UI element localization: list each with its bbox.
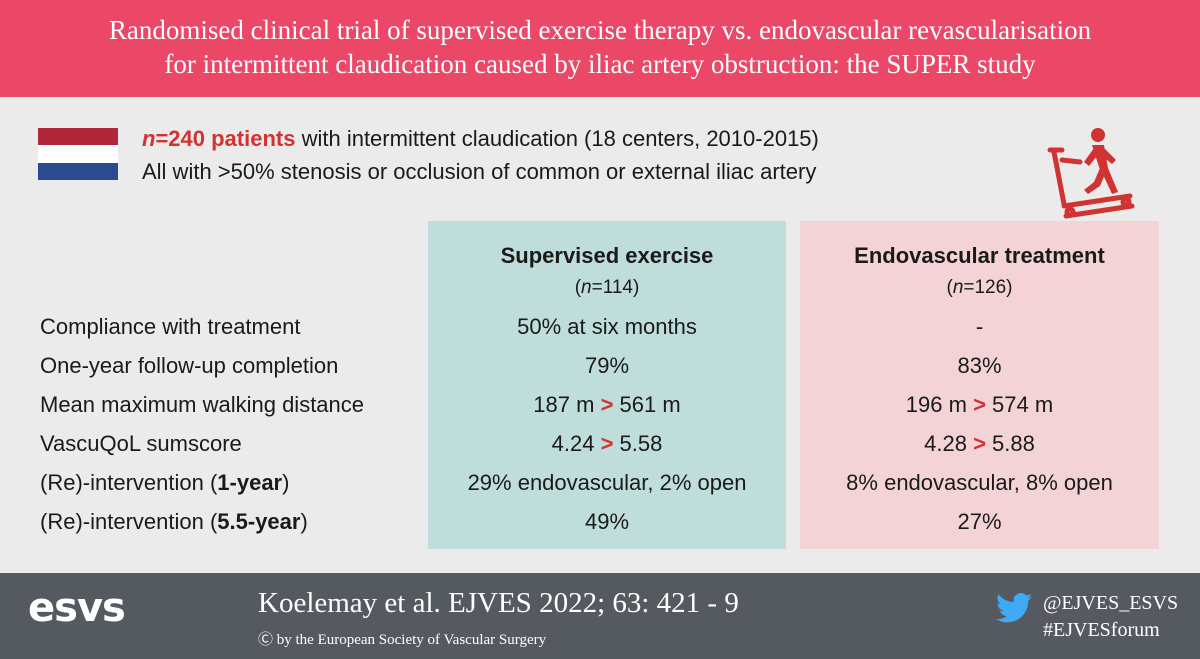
study-population: n=240 patients with intermittent claudic…	[142, 122, 819, 188]
table-row: (Re)-intervention (1-year) 29% endovascu…	[0, 463, 1200, 502]
endovascular-value: -	[975, 314, 984, 339]
title-line-1: Randomised clinical trial of supervised …	[108, 15, 1092, 45]
row-label: (Re)-intervention (1-year)	[40, 470, 290, 495]
exercise-column: Supervised exercise (n=114)	[428, 221, 786, 549]
endovascular-n: (n=126)	[946, 277, 1013, 298]
exercise-n: (n=114)	[574, 277, 640, 298]
exercise-value: 29% endovascular, 2% open	[467, 470, 747, 495]
row-label: Compliance with treatment	[40, 314, 301, 339]
endovascular-title: Endovascular treatment	[854, 243, 1105, 268]
table-row: Mean maximum walking distance 187 m > 56…	[0, 385, 1200, 424]
hashtag[interactable]: #EJVESforum	[1043, 619, 1160, 641]
twitter-bird-icon	[996, 593, 1032, 623]
exercise-value: 4.24 > 5.58	[551, 431, 663, 456]
endovascular-value: 4.28 > 5.88	[924, 431, 1035, 456]
patient-count: n=240 patients	[142, 126, 296, 151]
exercise-value: 79%	[584, 353, 630, 378]
row-label: One-year follow-up completion	[40, 353, 339, 378]
endovascular-value: 196 m > 574 m	[905, 392, 1054, 417]
table-row: VascuQoL sumscore 4.24 > 5.58 4.28 > 5.8…	[0, 424, 1200, 463]
endovascular-value: 27%	[957, 509, 1002, 534]
social-handles: @EJVES_ESVS #EJVESforum	[1043, 590, 1178, 644]
row-label: VascuQoL sumscore	[40, 431, 242, 456]
treadmill-icon	[1047, 128, 1135, 219]
table-row: One-year follow-up completion 79% 83%	[0, 346, 1200, 385]
title-banner: Randomised clinical trial of supervised …	[0, 0, 1200, 97]
population-line-1: n=240 patients with intermittent claudic…	[142, 126, 819, 151]
exercise-value: 50% at six months	[517, 314, 697, 339]
exercise-value: 187 m > 561 m	[533, 392, 681, 417]
citation: Koelemay et al. EJVES 2022; 63: 421 - 9	[258, 587, 739, 619]
netherlands-flag-icon	[38, 128, 118, 180]
twitter-handle[interactable]: @EJVES_ESVS	[1043, 592, 1179, 614]
table-row: Compliance with treatment 50% at six mon…	[0, 307, 1200, 346]
exercise-title: Supervised exercise	[500, 243, 714, 268]
row-label: (Re)-intervention (5.5-year)	[40, 509, 308, 534]
endovascular-value: 8% endovascular, 8% open	[846, 470, 1113, 495]
endovascular-value: 83%	[957, 353, 1002, 378]
copyright: Ⓒ by the European Society of Vascular Su…	[258, 632, 547, 648]
row-label: Mean maximum walking distance	[40, 392, 365, 417]
esvs-logo: esvs	[28, 585, 126, 631]
exercise-value: 49%	[584, 509, 630, 534]
endovascular-column: Endovascular treatment (n=126)	[800, 221, 1159, 549]
footer: esvs Koelemay et al. EJVES 2022; 63: 421…	[0, 573, 1200, 659]
title-line-2: for intermittent claudication caused by …	[164, 49, 1036, 79]
population-line-2: All with >50% stenosis or occlusion of c…	[142, 159, 817, 184]
table-row: (Re)-intervention (5.5-year) 49% 27%	[0, 502, 1200, 541]
